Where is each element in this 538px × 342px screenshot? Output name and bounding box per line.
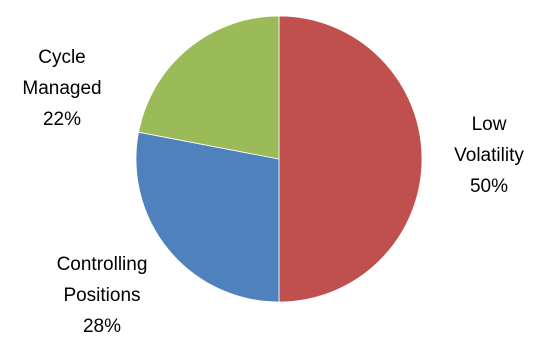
pie-slice-cycle-managed: [138, 15, 280, 160]
data-label-line: Controlling: [57, 254, 148, 275]
data-label-line: Cycle: [38, 47, 86, 68]
data-label-line: Positions: [63, 285, 140, 306]
data-label-cycle-managed: Cycle Managed 22%: [22, 47, 101, 130]
data-label-percent: 50%: [470, 176, 508, 197]
data-label-low-volatility: Low Volatility 50%: [454, 114, 524, 197]
data-label-line: Low: [472, 114, 507, 135]
data-label-line: Managed: [22, 78, 101, 99]
pie-slices: [135, 15, 423, 303]
pie-slice-low-volatility: [278, 15, 423, 303]
data-label-controlling-positions: Controlling Positions 28%: [57, 254, 148, 337]
data-label-line: Volatility: [454, 145, 524, 166]
data-label-percent: 22%: [43, 109, 81, 130]
data-label-percent: 28%: [83, 316, 121, 337]
slice-labels: Low Volatility 50%Controlling Positions 28%C…: [22, 47, 524, 337]
pie-slice-controlling-positions: [135, 131, 280, 303]
